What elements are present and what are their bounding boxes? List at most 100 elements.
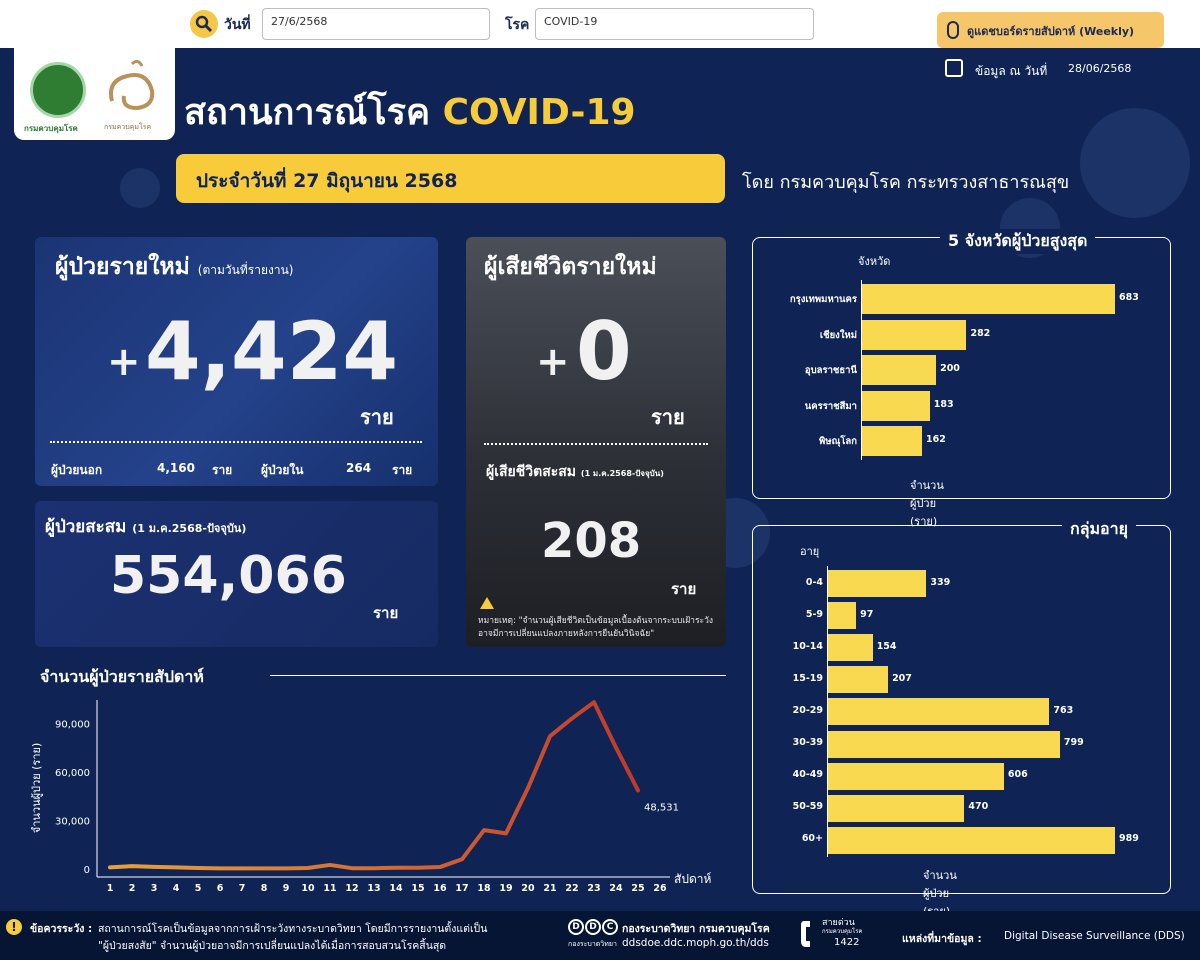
by-line: โดย กรมควบคุมโรค กระทรวงสาธารณสุข (742, 172, 1070, 193)
cumulative-subtitle: (1 ม.ค.2568-ปัจจุบัน) (132, 522, 247, 535)
province-value-label: 162 (926, 434, 946, 445)
ddc-logo-c: C (602, 919, 618, 935)
age-bar (828, 570, 927, 597)
new-cases-value: 4,424 (145, 305, 399, 398)
mouse-icon (947, 21, 959, 39)
x-tick-label: 12 (345, 883, 358, 894)
virus-decoration (1080, 108, 1190, 218)
x-tick-label: 5 (195, 883, 202, 894)
ddc-logo-sub: กองระบาดวิทยา (568, 940, 617, 948)
age-y-label: อายุ (800, 545, 820, 558)
logo1-text: กรมควบคุมโรค (24, 124, 78, 133)
x-tick-label: 9 (283, 883, 290, 894)
age-bar (828, 666, 889, 694)
age-category-label: 60+ (801, 833, 823, 845)
outpatient-value: 4,160 (157, 461, 195, 475)
age-value-label: 339 (930, 576, 951, 588)
cum-deaths-value: 208 (541, 513, 642, 569)
age-category-label: 15-19 (792, 672, 823, 684)
date-input[interactable]: 27/6/2568 (262, 8, 490, 40)
deaths-note: หมายเหตุ: "จำนวนผู้เสียชีวิตเป็นข้อมูลเบ… (478, 615, 718, 641)
cum-deaths-subtitle: (1 ม.ค.2568-ปัจจุบัน) (580, 469, 664, 478)
x-tick-label: 6 (217, 883, 224, 894)
inpatient-unit: ราย (392, 463, 413, 477)
age-group-title: กลุ่มอายุ (1062, 517, 1137, 542)
y-tick-label: 30,000 (55, 816, 90, 827)
new-cases-card: ผู้ป่วยรายใหม่ (ตามวันที่รายงาน) + 4,424… (35, 237, 438, 486)
deaths-plus: + (536, 339, 570, 385)
logo2-text: กรมควบคุมโรค (104, 123, 152, 131)
new-cases-title-text: ผู้ป่วยรายใหม่ (55, 254, 190, 280)
x-tick-label: 16 (433, 883, 447, 894)
y-tick-label: 60,000 (55, 768, 90, 779)
province-value-label: 200 (940, 363, 960, 374)
caution-line2: "ผู้ป่วยสงสัย" จำนวนผู้ป่วยอาจมีการเปลี่… (98, 940, 447, 952)
divider (484, 443, 708, 445)
age-value-label: 97 (860, 608, 874, 620)
ddc-logo-d2: D (585, 919, 601, 935)
age-category-label: 20-29 (792, 704, 823, 716)
province-value-label: 683 (1119, 292, 1139, 303)
weekly-dashboard-label: ดูแดชบอร์ดรายสัปดาห์ (Weekly) (967, 25, 1135, 38)
x-tick-label: 17 (455, 883, 468, 894)
x-tick-label: 18 (477, 883, 491, 894)
age-value-label: 989 (1119, 833, 1139, 845)
age-category-label: 0-4 (805, 576, 823, 588)
ddc-url[interactable]: ddsdoe.ddc.moph.go.th/dds (622, 937, 769, 949)
hotline-number: 1422 (834, 937, 860, 948)
title-highlight: COVID-19 (442, 92, 636, 133)
logo-area: กรมควบคุมโรค กรมควบคุมโรค (14, 48, 175, 140)
age-category-label: 30-39 (792, 737, 823, 748)
disease-select[interactable]: COVID-19 (535, 8, 814, 40)
new-cases-title: ผู้ป่วยรายใหม่ (ตามวันที่รายงาน) (55, 249, 293, 285)
y-tick-label: 0 (84, 865, 90, 876)
ministry-logo (30, 62, 86, 118)
section-divider (270, 675, 726, 676)
search-icon[interactable] (190, 10, 218, 38)
x-tick-label: 25 (631, 883, 644, 894)
footer: ! ข้อควรระวัง : สถานการณ์โรคเป็นข้อมูลจา… (0, 911, 1200, 960)
deaths-title: ผู้เสียชีวิตรายใหม่ (484, 254, 657, 280)
weekly-cases-line (108, 700, 640, 871)
province-bar (862, 390, 930, 421)
outpatient-unit: ราย (212, 463, 233, 477)
deaths-card: ผู้เสียชีวิตรายใหม่ + 0 ราย ผู้เสียชีวิต… (466, 237, 726, 647)
deaths-value: 0 (576, 305, 632, 398)
warning-icon (480, 597, 494, 609)
x-tick-label: 23 (587, 883, 600, 894)
date-banner: ประจำวันที่ 27 มิถุนายน 2568 (176, 154, 725, 203)
age-value-label: 470 (968, 801, 989, 813)
x-tick-label: 15 (411, 883, 424, 894)
note-label: หมายเหตุ: (478, 616, 516, 626)
province-category-label: อุบลราชธานี (804, 365, 857, 376)
x-tick-label: 19 (499, 883, 512, 894)
age-bar (828, 730, 1060, 758)
anniversary-logo (109, 59, 155, 111)
weekly-dashboard-button[interactable]: ดูแดชบอร์ดรายสัปดาห์ (Weekly) (937, 12, 1164, 48)
x-tick-label: 14 (389, 883, 403, 894)
cumulative-card: ผู้ป่วยสะสม (1 ม.ค.2568-ปัจจุบัน) 554,06… (35, 501, 438, 647)
age-bar (828, 826, 1115, 854)
source-label: แหล่งที่มาข้อมูล : (902, 933, 982, 945)
x-tick-label: 21 (543, 883, 556, 894)
age-group-panel (752, 525, 1171, 894)
age-value-label: 154 (876, 640, 897, 652)
province-axis (861, 280, 862, 460)
virus-decoration (120, 168, 160, 208)
age-value-label: 606 (1007, 769, 1028, 781)
province-category-label: เชียงใหม่ (819, 329, 857, 341)
cum-deaths-title-text: ผู้เสียชีวิตสะสม (486, 464, 577, 480)
cumulative-title-text: ผู้ป่วยสะสม (45, 517, 127, 537)
date-label: วันที่ (224, 17, 251, 33)
cum-deaths-unit: ราย (671, 580, 697, 598)
inpatient-label: ผู้ป่วยใน (261, 463, 304, 477)
age-value-label: 763 (1053, 704, 1074, 716)
hotline-label: สายด่วน (822, 918, 855, 928)
age-bar (828, 698, 1050, 726)
weekly-chart-title: จำนวนผู้ป่วยรายสัปดาห์ (40, 667, 204, 686)
deaths-unit: ราย (651, 405, 685, 429)
x-tick-label: 24 (609, 883, 623, 894)
source-value: Digital Disease Surveillance (DDS) (1004, 930, 1185, 942)
new-cases-plus: + (107, 339, 141, 385)
